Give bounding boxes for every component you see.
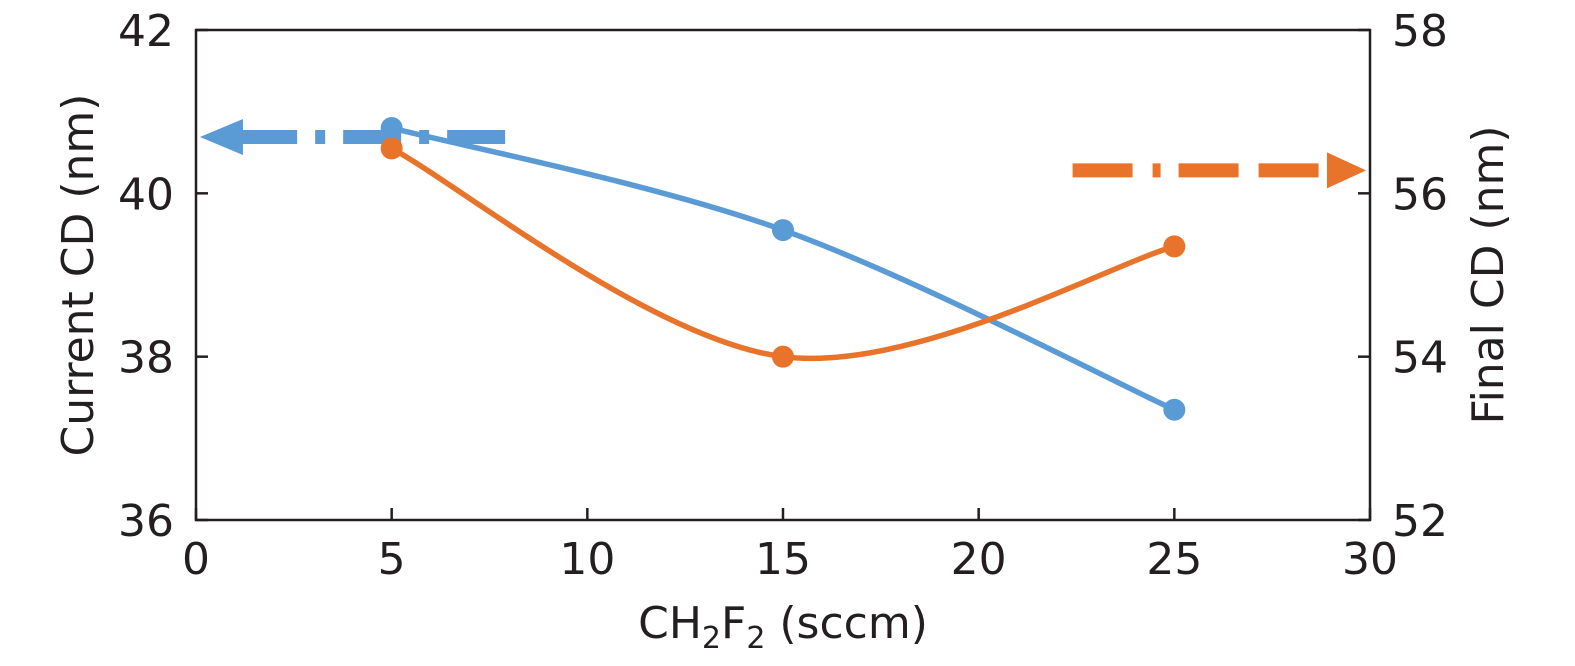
y-right-tick-label-0: 52: [1392, 496, 1448, 547]
x-tick-label-4: 20: [951, 534, 1007, 585]
x-tick-label-0: 0: [182, 534, 210, 585]
y-left-tick-label-3: 42: [118, 6, 174, 57]
y-left-axis-title: Current CD (nm): [53, 94, 104, 457]
series-1-point-0: [380, 137, 403, 160]
y-left-tick-label-2: 40: [118, 169, 174, 220]
y-right-tick-label-3: 58: [1392, 6, 1448, 57]
series-1-point-1: [772, 345, 794, 368]
tick-marks: [194, 28, 1372, 522]
x-tick-label-5: 25: [1146, 534, 1202, 585]
series-line-1: [388, 145, 1178, 361]
series-layer: [380, 117, 1186, 421]
y-left-tick-label-1: 38: [118, 333, 174, 384]
right-axis-arrowhead: [1326, 152, 1367, 189]
series-0-point-0: [380, 117, 403, 139]
y-left-tick-label-0: 36: [118, 496, 174, 547]
x-tick-label-6: 30: [1342, 534, 1398, 585]
y-right-tick-label-2: 56: [1392, 169, 1448, 220]
series-0-point-1: [772, 219, 794, 242]
plot-frame: [194, 28, 1372, 522]
y-right-axis-title: Final CD (nm): [1463, 125, 1514, 424]
series-1-point-2: [1163, 235, 1186, 258]
tick-labels: 0 5 10 15 20 25 30 36 38 40 42 52 54 56 58: [118, 6, 1448, 585]
left-axis-arrowhead: [199, 119, 243, 155]
axis-indicator-arrows: [199, 119, 1367, 189]
x-axis-title: CH2F2 (sccm): [638, 598, 928, 656]
x-tick-label-3: 15: [755, 534, 811, 585]
x-tick-label-2: 10: [559, 534, 615, 585]
x-tick-label-1: 5: [378, 534, 406, 585]
series-0-point-2: [1163, 398, 1186, 421]
y-right-tick-label-1: 54: [1392, 333, 1448, 384]
